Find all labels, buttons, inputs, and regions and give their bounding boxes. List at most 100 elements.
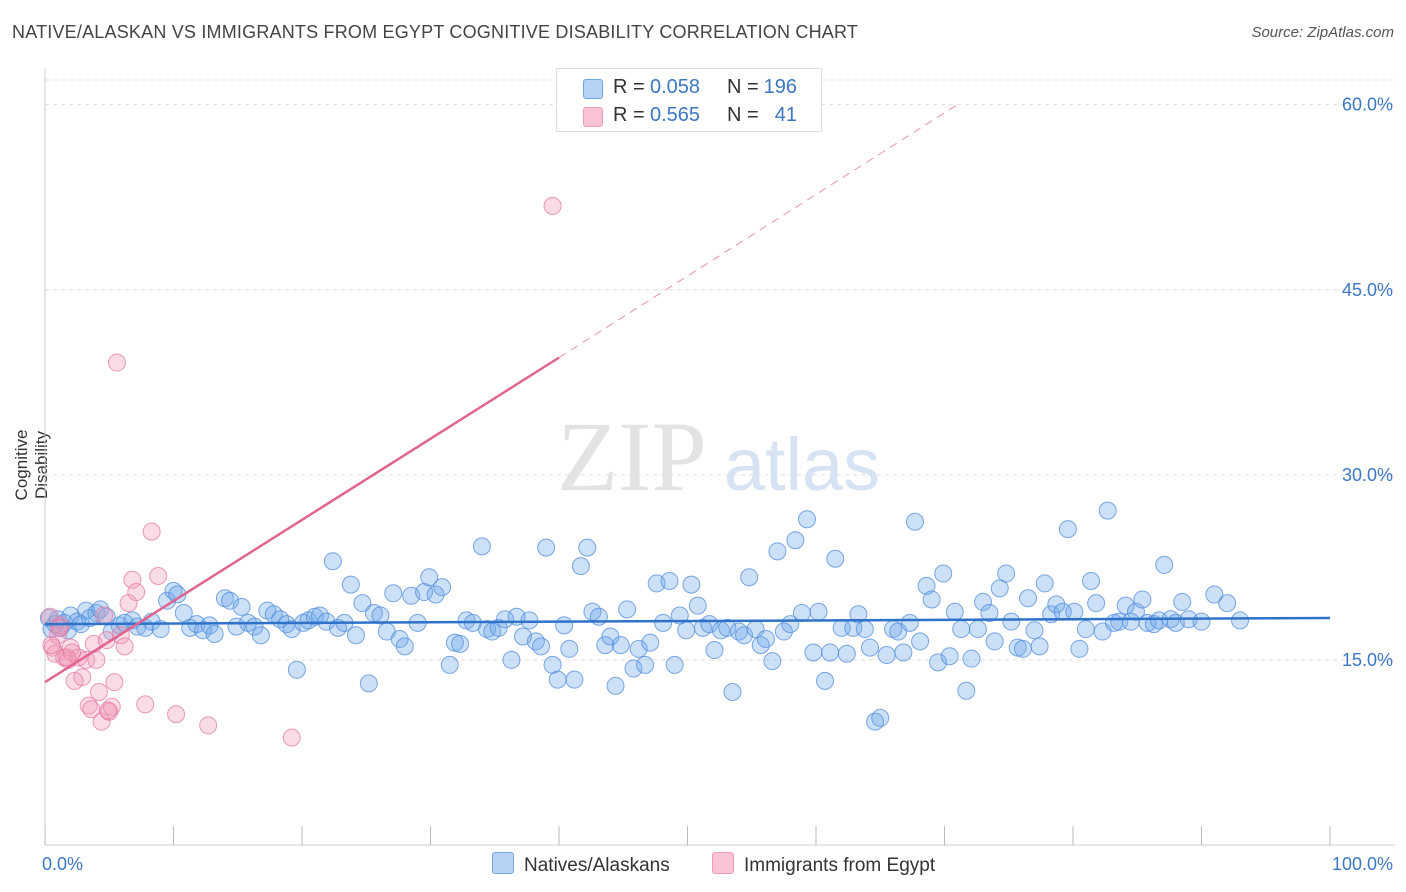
natives-point	[353, 594, 372, 613]
natives-point	[1030, 637, 1049, 656]
natives-point	[826, 549, 845, 568]
r-value: 0.058	[650, 76, 701, 98]
natives-point	[929, 653, 948, 672]
egypt-point	[95, 606, 114, 625]
r-label: R =	[613, 76, 645, 98]
natives-swatch	[583, 79, 603, 99]
natives-point	[974, 592, 993, 611]
egypt-point	[98, 701, 117, 720]
natives-point	[478, 620, 497, 639]
legend-item-egypt[interactable]: Immigrants from Egypt	[712, 852, 935, 877]
natives-point	[629, 639, 648, 658]
stats-row-egypt: R = 0.565 N = 41	[557, 100, 821, 130]
natives-point	[821, 643, 840, 662]
natives-point	[763, 652, 782, 671]
natives-point	[323, 552, 342, 571]
natives-point	[723, 683, 742, 701]
egypt-point	[142, 522, 161, 541]
natives-point	[200, 616, 219, 635]
series-egypt-points	[41, 196, 562, 747]
legend-natives-label: Natives/Alaskans	[524, 855, 670, 876]
r-label: R =	[613, 104, 645, 126]
natives-point	[232, 597, 251, 616]
natives-point	[677, 621, 696, 640]
natives-point	[718, 618, 737, 637]
natives-point	[346, 626, 365, 645]
natives-point	[985, 632, 1004, 651]
egypt-point	[105, 673, 124, 692]
natives-point	[705, 641, 724, 660]
natives-point	[855, 620, 874, 639]
natives-point	[215, 589, 234, 608]
n-label: N =	[727, 104, 759, 126]
chart-title: NATIVE/ALASKAN VS IMMIGRANTS FROM EGYPT …	[12, 22, 859, 42]
egypt-point	[92, 712, 111, 731]
natives-point	[496, 610, 515, 629]
natives-point	[433, 578, 452, 597]
natives-point	[1087, 594, 1106, 613]
egypt-point	[199, 716, 218, 735]
egypt-point	[57, 648, 76, 667]
natives-point	[636, 655, 655, 674]
natives-point	[815, 671, 834, 690]
natives-point	[1155, 555, 1174, 574]
natives-point	[980, 604, 999, 623]
r-value: 0.565	[650, 104, 701, 126]
natives-point	[548, 670, 567, 689]
natives-point	[1218, 594, 1237, 613]
natives-point	[1116, 596, 1135, 615]
natives-point	[756, 629, 775, 648]
natives-point	[768, 542, 787, 561]
natives-point	[555, 616, 574, 635]
legend-item-natives[interactable]: Natives/Alaskans	[492, 852, 670, 877]
natives-point	[877, 645, 896, 664]
n-value: 196	[763, 76, 797, 98]
natives-point	[532, 637, 551, 656]
watermark: ZIP atlas	[557, 401, 880, 512]
natives-point	[894, 643, 913, 662]
natives-point	[611, 636, 630, 655]
x-tick-label: 0.0%	[42, 854, 83, 874]
natives-point	[804, 643, 823, 662]
natives-point	[952, 620, 971, 639]
egypt-trend-line	[44, 356, 560, 684]
natives-point	[502, 650, 521, 669]
natives-trend-line	[44, 616, 1331, 626]
natives-point	[682, 575, 701, 594]
natives-point	[1070, 639, 1089, 658]
natives-point	[962, 649, 981, 668]
natives-point	[251, 626, 270, 645]
egypt-point	[149, 567, 168, 586]
natives-point	[578, 538, 597, 557]
natives-point	[174, 604, 193, 623]
natives-point	[205, 625, 224, 644]
natives-point	[968, 620, 987, 639]
natives-point	[665, 655, 684, 674]
natives-point	[911, 632, 930, 651]
egypt-point	[167, 705, 186, 724]
n-value: 41	[774, 104, 797, 126]
natives-point	[945, 602, 964, 621]
egypt-point	[543, 196, 562, 215]
egypt-point	[50, 618, 69, 637]
y-tick-label: 60.0%	[1342, 95, 1393, 115]
source-label: Source: ZipAtlas.com	[1251, 24, 1394, 41]
natives-point	[934, 564, 953, 583]
natives-point	[1065, 602, 1084, 621]
legend-egypt-swatch	[712, 852, 734, 874]
natives-point	[1173, 592, 1192, 611]
grid	[44, 68, 1395, 846]
egypt-trend-extension	[558, 104, 958, 359]
trend-lines	[44, 104, 1331, 684]
natives-point	[660, 571, 679, 590]
natives-point	[670, 606, 689, 625]
natives-point	[860, 638, 879, 657]
natives-point	[395, 637, 414, 656]
legend-natives-swatch	[492, 852, 514, 874]
natives-point	[792, 604, 811, 623]
natives-point	[957, 681, 976, 700]
n-label: N =	[727, 76, 759, 98]
natives-point	[1081, 571, 1100, 590]
natives-point	[798, 510, 817, 529]
